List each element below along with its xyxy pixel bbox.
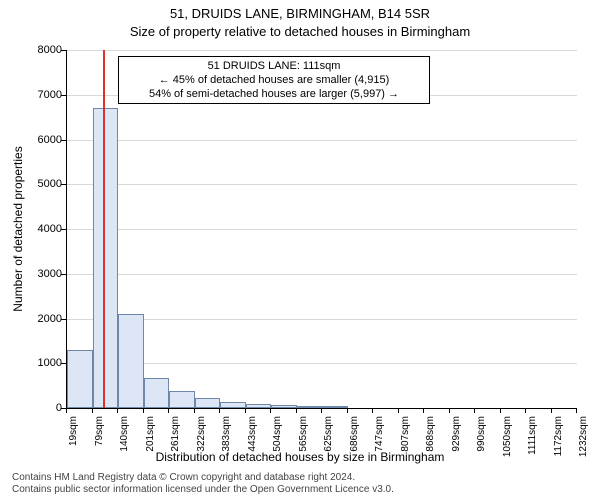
x-tick-mark: [474, 408, 475, 413]
x-tick-mark: [398, 408, 399, 413]
y-tick-label: 0: [22, 403, 62, 414]
x-tick-mark: [296, 408, 297, 413]
x-tick-mark: [347, 408, 348, 413]
gridline: [67, 50, 577, 51]
annotation-line3: 54% of semi-detached houses are larger (…: [125, 87, 423, 101]
histogram-bar: [93, 108, 119, 408]
x-tick-mark: [449, 408, 450, 413]
gridline: [67, 229, 577, 230]
histogram-bar: [297, 406, 323, 408]
y-tick-label: 8000: [22, 45, 62, 56]
x-tick-mark: [270, 408, 271, 413]
histogram-bar: [118, 314, 144, 408]
x-axis-label: Distribution of detached houses by size …: [0, 450, 600, 464]
annotation-line2: ← 45% of detached houses are smaller (4,…: [125, 73, 423, 87]
y-tick-label: 3000: [22, 269, 62, 280]
footer-line2: Contains public sector information licen…: [12, 484, 588, 496]
gridline: [67, 184, 577, 185]
x-tick-mark: [143, 408, 144, 413]
property-marker-line: [103, 50, 105, 408]
x-tick-mark: [372, 408, 373, 413]
x-tick-mark: [321, 408, 322, 413]
annotation-box: 51 DRUIDS LANE: 111sqm ← 45% of detached…: [118, 56, 430, 104]
y-axis-label: Number of detached properties: [8, 50, 22, 408]
histogram-bar: [220, 402, 246, 408]
y-tick-label: 2000: [22, 314, 62, 325]
gridline: [67, 274, 577, 275]
x-tick-mark: [525, 408, 526, 413]
histogram-bar: [322, 406, 348, 408]
footer-line1: Contains HM Land Registry data © Crown c…: [12, 472, 588, 484]
chart-container: 51, DRUIDS LANE, BIRMINGHAM, B14 5SR Siz…: [0, 0, 600, 500]
histogram-bar: [169, 391, 195, 408]
x-tick-mark: [219, 408, 220, 413]
histogram-bar: [195, 398, 221, 408]
x-tick-mark: [66, 408, 67, 413]
y-tick-label: 5000: [22, 179, 62, 190]
x-tick-mark: [500, 408, 501, 413]
y-tick-label: 4000: [22, 224, 62, 235]
chart-title-address: 51, DRUIDS LANE, BIRMINGHAM, B14 5SR: [0, 6, 600, 21]
histogram-bar: [67, 350, 93, 408]
gridline: [67, 319, 577, 320]
x-tick-mark: [245, 408, 246, 413]
x-tick-mark: [92, 408, 93, 413]
x-tick-mark: [168, 408, 169, 413]
chart-subtitle: Size of property relative to detached ho…: [0, 24, 600, 39]
histogram-bar: [246, 404, 272, 408]
gridline: [67, 363, 577, 364]
y-tick-label: 1000: [22, 358, 62, 369]
gridline: [67, 140, 577, 141]
x-tick-mark: [194, 408, 195, 413]
x-tick-mark: [576, 408, 577, 413]
histogram-bar: [271, 405, 297, 408]
annotation-line1: 51 DRUIDS LANE: 111sqm: [125, 59, 423, 73]
x-tick-mark: [423, 408, 424, 413]
x-tick-mark: [117, 408, 118, 413]
x-tick-mark: [551, 408, 552, 413]
y-tick-label: 7000: [22, 90, 62, 101]
histogram-bar: [144, 378, 170, 408]
y-tick-label: 6000: [22, 135, 62, 146]
footer: Contains HM Land Registry data © Crown c…: [12, 472, 588, 496]
